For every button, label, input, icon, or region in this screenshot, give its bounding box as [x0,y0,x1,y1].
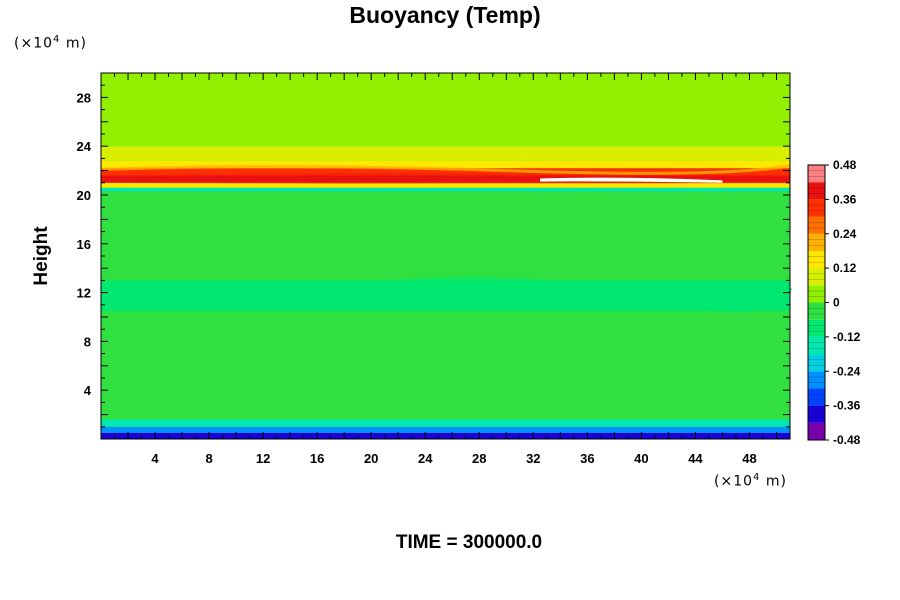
colorbar-tick-label: 0.24 [833,227,857,241]
y-tick-label: 28 [77,90,91,105]
x-tick-label: 24 [418,451,433,466]
y-tick-label: 8 [84,334,91,349]
colorbar-swatch [808,165,825,183]
y-axis-unit: (×104 m) [14,34,87,52]
plot-area [101,73,790,439]
x-tick-label: 36 [580,451,594,466]
x-tick-label: 20 [364,451,378,466]
y-tick-label: 4 [84,383,92,398]
buoyancy-band [101,146,790,161]
chart-title: Buoyancy (Temp) [349,2,541,28]
mid-streak [100,276,793,313]
colorbar-swatch [808,371,825,389]
buoyancy-band [101,160,790,169]
y-tick-label: 16 [77,237,91,252]
y-tick-label: 24 [77,139,92,154]
y-tick-label: 12 [77,286,91,301]
colorbar-swatch [808,336,825,355]
colorbar-swatch [808,319,825,337]
x-tick-label: 48 [742,451,756,466]
colorbar-swatch [808,233,825,251]
y-unit-suffix: m) [60,35,87,52]
buoyancy-band [101,168,790,176]
colorbar: 0.48 0.36 0.24 0.12 0 -0.12 -0.24 -0.36 -0.48 [807,158,861,447]
x-unit-suffix: m) [760,473,787,490]
colorbar-swatch [808,268,825,286]
buoyancy-band [101,432,790,439]
colorbar-swatch [808,199,825,217]
buoyancy-band [101,201,790,281]
colorbar-swatch [808,182,825,200]
x-tick-label: 28 [472,451,486,466]
colorbar-tick-label: 0 [833,296,840,310]
colorbar-swatch [808,285,825,303]
x-axis-unit: (×104 m) [714,472,787,490]
x-tick-label: 16 [310,451,324,466]
x-tick-label: 44 [688,451,703,466]
x-tick-label: 32 [526,451,540,466]
colorbar-tick-label: 0.36 [833,192,857,206]
x-unit-exponent: 4 [753,472,761,483]
colorbar-tick-label: -0.24 [833,364,861,378]
y-tick-label: 20 [77,188,91,203]
y-axis-label: Height [31,226,52,286]
colorbar-swatch [808,354,825,372]
colorbar-tick-label: 0.48 [833,158,857,172]
upper-streak [100,164,791,175]
x-unit-prefix: (×10 [714,473,754,490]
colorbar-tick-label: -0.12 [833,330,861,344]
colorbar-tick-label: -0.48 [833,433,861,447]
buoyancy-band [101,187,790,192]
x-tick-label: 12 [256,451,270,466]
buoyancy-band [101,182,790,188]
x-tick-label: 4 [151,451,159,466]
colorbar-swatch [808,216,825,234]
plot-overlay [100,164,793,313]
buoyancy-band [101,191,790,202]
buoyancy-band [101,419,790,427]
colorbar-swatch [808,405,825,423]
buoyancy-band [101,310,790,420]
buoyancy-band [101,426,790,433]
y-unit-exponent: 4 [53,34,61,45]
x-tick-label: 8 [205,451,212,466]
time-annotation: TIME = 300000.0 [395,532,543,553]
y-unit-prefix: (×10 [14,35,54,52]
warm-core-overlay [101,173,790,185]
colorbar-swatch [808,302,825,320]
x-tick-label: 40 [634,451,648,466]
buoyancy-band [101,73,790,147]
colorbar-tick-label: 0.12 [833,261,857,275]
colorbar-tick-label: -0.36 [833,399,861,413]
colorbar-swatch [808,250,825,269]
colorbar-swatch [808,388,825,406]
max-buoyancy-patch [540,177,723,183]
colorbar-swatch [808,422,825,440]
